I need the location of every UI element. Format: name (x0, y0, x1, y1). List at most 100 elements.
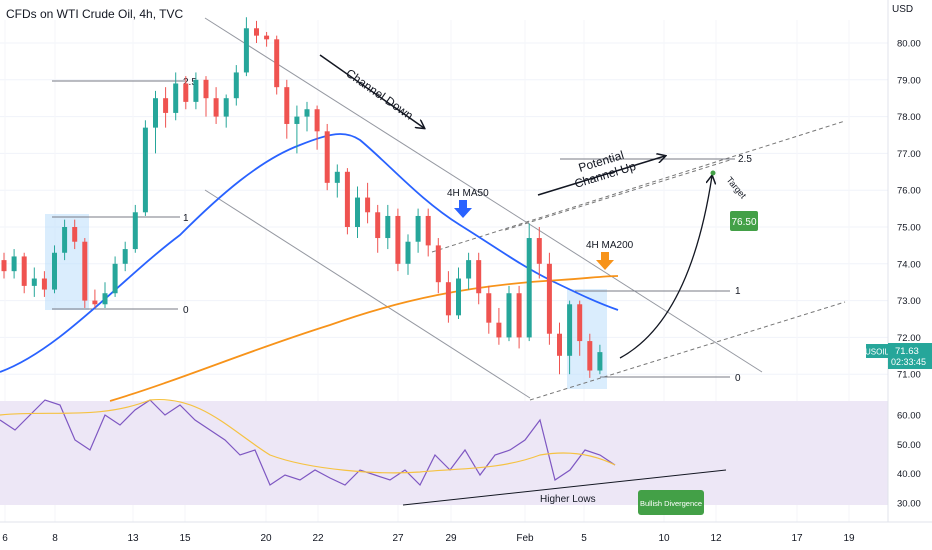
candle-body (486, 293, 492, 323)
candle-body (243, 28, 249, 73)
channel-down-upper (204, 17, 763, 373)
candle-body (142, 127, 148, 213)
time-tick-label: 10 (658, 533, 670, 544)
price-tag (888, 343, 932, 370)
candle-body (425, 215, 431, 246)
candle-body (254, 28, 259, 36)
target-value-box (730, 211, 758, 231)
price-axis-panel (888, 0, 932, 550)
candle-body (405, 241, 411, 264)
fib-left-label-1: 1 (183, 213, 189, 224)
candle-body (516, 293, 522, 338)
candle-body (132, 212, 138, 250)
channel-up-middle (504, 159, 731, 231)
time-tick-label: 22 (312, 533, 324, 544)
candle-body (476, 260, 482, 294)
fib-left-label-2-5: 2.5 (183, 77, 197, 88)
price-tick-label: 78.00 (897, 112, 921, 123)
channel-up-upper (431, 120, 846, 253)
channel-up-lower (529, 301, 846, 401)
channel-up-arrow (537, 156, 665, 196)
ma50-label: 4H MA50 (447, 188, 489, 199)
candle-body (122, 249, 128, 264)
ma200-label: 4H MA200 (586, 240, 634, 251)
rsi-tick-label: 30.00 (897, 498, 921, 509)
currency-label[interactable]: USD (892, 4, 914, 15)
time-axis[interactable]: 6 8 13 15 20 22 27 29 Feb 5 10 12 17 19 (2, 533, 855, 544)
time-tick-label: 8 (52, 533, 58, 544)
time-tick-label: 15 (179, 533, 191, 544)
candle-body (92, 300, 98, 305)
channel-down-lower (204, 189, 531, 399)
rsi-tick-label: 40.00 (897, 469, 921, 480)
candle-body (334, 171, 340, 183)
candle-body (294, 116, 300, 124)
fib-right-label-1: 1 (735, 286, 741, 297)
candle-body (435, 245, 441, 283)
time-tick-label: 19 (843, 533, 855, 544)
price-tick-label: 73.00 (897, 296, 921, 307)
candle-body (52, 252, 57, 290)
time-tick-label: 17 (791, 533, 803, 544)
price-tick-label: 79.00 (897, 75, 921, 86)
candle-body (1, 260, 7, 272)
candle-body (557, 333, 562, 356)
projection-curve-arrow (619, 176, 712, 359)
candle-body (223, 98, 229, 117)
candle-body (445, 282, 451, 316)
rsi-tick-label: 50.00 (897, 440, 921, 451)
candle-body (395, 215, 401, 264)
time-tick-label: 20 (260, 533, 272, 544)
rsi-band (0, 401, 888, 505)
price-tick-label: 75.00 (897, 223, 921, 234)
candle-body (577, 304, 583, 342)
candle-body (153, 98, 158, 128)
target-dot (710, 170, 716, 176)
candle-body (163, 98, 169, 113)
candle-body (193, 79, 199, 102)
price-tag-countdown: 02:33:45 (891, 357, 926, 367)
candle-body (82, 241, 88, 301)
price-tick-label: 71.00 (897, 370, 921, 381)
rsi-ma-line (0, 398, 616, 474)
candle-body (546, 263, 552, 334)
candle-body (304, 109, 310, 117)
candle-body (597, 352, 603, 371)
candle-body (72, 227, 78, 242)
candle-body (355, 197, 360, 227)
symbol-tag (866, 344, 888, 359)
rsi-tick-label: 60.00 (897, 411, 921, 422)
candle-body (536, 238, 542, 264)
candle-body (173, 83, 179, 113)
candle-body (466, 260, 472, 279)
price-tick-label: 80.00 (897, 39, 921, 50)
candle-body (496, 322, 502, 338)
candle-body (526, 238, 532, 338)
rsi-line (0, 399, 616, 487)
candle-body (264, 35, 270, 40)
higher-lows-label: Higher Lows (540, 494, 596, 505)
candles (1, 17, 603, 378)
target-value: 76.50 (731, 217, 756, 228)
time-tick-label: 12 (710, 533, 722, 544)
channel-down-arrow (319, 54, 424, 128)
candle-body (385, 215, 391, 239)
candle-body (375, 212, 381, 239)
candle-body (587, 341, 593, 371)
chart-title: CFDs on WTI Crude Oil, 4h, TVC (6, 7, 184, 21)
rsi-panel (0, 401, 888, 505)
bullish-divergence-label: Bullish Divergence (640, 499, 702, 508)
candle-body (284, 87, 290, 124)
fib-right-label-0: 0 (735, 373, 741, 384)
time-tick-label: 29 (445, 533, 457, 544)
time-tick-label: 5 (581, 533, 587, 544)
target-label: Target (724, 175, 748, 201)
candle-body (102, 293, 108, 305)
candle-body (21, 256, 27, 286)
ma200-arrow-icon (596, 252, 614, 270)
candle-body (62, 227, 68, 253)
symbol-tag-label: USOIL (865, 348, 890, 357)
candle-body (203, 79, 209, 99)
